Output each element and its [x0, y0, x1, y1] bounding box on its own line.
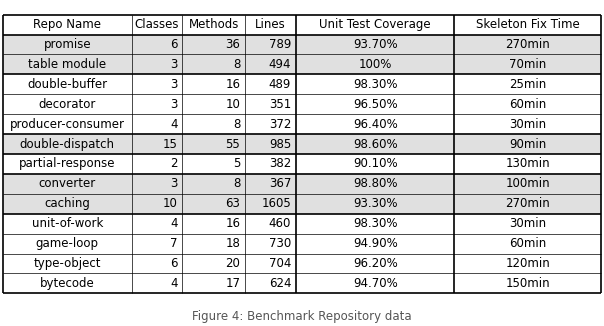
Text: 96.50%: 96.50%: [353, 98, 397, 111]
Text: 351: 351: [269, 98, 291, 111]
Text: 70min: 70min: [509, 58, 547, 71]
Text: converter: converter: [39, 177, 96, 190]
Text: 8: 8: [233, 177, 240, 190]
Text: 6: 6: [170, 38, 178, 51]
Text: 367: 367: [269, 177, 291, 190]
Text: 4: 4: [170, 217, 178, 230]
Text: 8: 8: [233, 58, 240, 71]
Text: 4: 4: [170, 277, 178, 290]
Text: Classes: Classes: [135, 18, 179, 31]
Text: 25min: 25min: [509, 78, 547, 91]
Text: 10: 10: [162, 197, 178, 210]
Text: 730: 730: [269, 237, 291, 250]
Text: 15: 15: [162, 138, 178, 151]
Text: 4: 4: [170, 118, 178, 131]
Text: 98.60%: 98.60%: [353, 138, 397, 151]
Text: 60min: 60min: [509, 98, 547, 111]
Text: 270min: 270min: [506, 38, 550, 51]
Text: 90.10%: 90.10%: [353, 157, 397, 170]
Text: 382: 382: [269, 157, 291, 170]
Bar: [3, 15, 601, 35]
Text: 63: 63: [225, 197, 240, 210]
Text: 624: 624: [269, 277, 291, 290]
Text: caching: caching: [44, 197, 90, 210]
Bar: [3, 174, 601, 194]
Text: 10: 10: [225, 98, 240, 111]
Text: 3: 3: [170, 78, 178, 91]
Bar: [3, 214, 601, 234]
Text: unit-of-work: unit-of-work: [31, 217, 103, 230]
Text: bytecode: bytecode: [40, 277, 95, 290]
Text: promise: promise: [43, 38, 91, 51]
Text: 1605: 1605: [262, 197, 291, 210]
Text: 20: 20: [225, 257, 240, 270]
Text: 55: 55: [226, 138, 240, 151]
Text: table module: table module: [28, 58, 106, 71]
Text: Skeleton Fix Time: Skeleton Fix Time: [476, 18, 580, 31]
Text: 3: 3: [170, 58, 178, 71]
Bar: [3, 194, 601, 214]
Bar: [3, 134, 601, 154]
Text: Lines: Lines: [255, 18, 286, 31]
Text: game-loop: game-loop: [36, 237, 99, 250]
Bar: [3, 154, 601, 174]
Text: 93.70%: 93.70%: [353, 38, 397, 51]
Text: 93.30%: 93.30%: [353, 197, 397, 210]
Text: 16: 16: [225, 78, 240, 91]
Text: 60min: 60min: [509, 237, 547, 250]
Text: 30min: 30min: [509, 217, 546, 230]
Text: 270min: 270min: [506, 197, 550, 210]
Text: 489: 489: [269, 78, 291, 91]
Text: partial-response: partial-response: [19, 157, 115, 170]
Text: 789: 789: [269, 38, 291, 51]
Bar: [3, 114, 601, 134]
Text: 3: 3: [170, 98, 178, 111]
Text: double-buffer: double-buffer: [27, 78, 108, 91]
Text: 5: 5: [233, 157, 240, 170]
Text: 704: 704: [269, 257, 291, 270]
Text: 96.40%: 96.40%: [353, 118, 397, 131]
Text: 6: 6: [170, 257, 178, 270]
Text: 100%: 100%: [359, 58, 392, 71]
Text: 36: 36: [225, 38, 240, 51]
Bar: [3, 254, 601, 274]
Text: 120min: 120min: [506, 257, 550, 270]
Text: Methods: Methods: [188, 18, 239, 31]
Text: 98.30%: 98.30%: [353, 217, 397, 230]
Text: 8: 8: [233, 118, 240, 131]
Text: 94.90%: 94.90%: [353, 237, 397, 250]
Bar: [3, 54, 601, 74]
Text: 98.80%: 98.80%: [353, 177, 397, 190]
Text: 3: 3: [170, 177, 178, 190]
Text: 17: 17: [225, 277, 240, 290]
Text: double-dispatch: double-dispatch: [20, 138, 115, 151]
Bar: [3, 35, 601, 54]
Text: 2: 2: [170, 157, 178, 170]
Text: decorator: decorator: [39, 98, 96, 111]
Text: 94.70%: 94.70%: [353, 277, 397, 290]
Bar: [3, 74, 601, 94]
Text: 30min: 30min: [509, 118, 546, 131]
Text: 98.30%: 98.30%: [353, 78, 397, 91]
Text: Unit Test Coverage: Unit Test Coverage: [320, 18, 431, 31]
Text: 460: 460: [269, 217, 291, 230]
Text: 96.20%: 96.20%: [353, 257, 397, 270]
Text: Figure 4: Benchmark Repository data: Figure 4: Benchmark Repository data: [192, 310, 412, 323]
Text: 16: 16: [225, 217, 240, 230]
Text: 90min: 90min: [509, 138, 547, 151]
Bar: [3, 94, 601, 114]
Text: 372: 372: [269, 118, 291, 131]
Text: 130min: 130min: [506, 157, 550, 170]
Text: 18: 18: [225, 237, 240, 250]
Text: 100min: 100min: [506, 177, 550, 190]
Text: 7: 7: [170, 237, 178, 250]
Bar: [3, 234, 601, 254]
Bar: [3, 274, 601, 293]
Text: 150min: 150min: [506, 277, 550, 290]
Text: Repo Name: Repo Name: [33, 18, 101, 31]
Text: 494: 494: [269, 58, 291, 71]
Text: producer-consumer: producer-consumer: [10, 118, 125, 131]
Text: type-object: type-object: [34, 257, 101, 270]
Text: 985: 985: [269, 138, 291, 151]
